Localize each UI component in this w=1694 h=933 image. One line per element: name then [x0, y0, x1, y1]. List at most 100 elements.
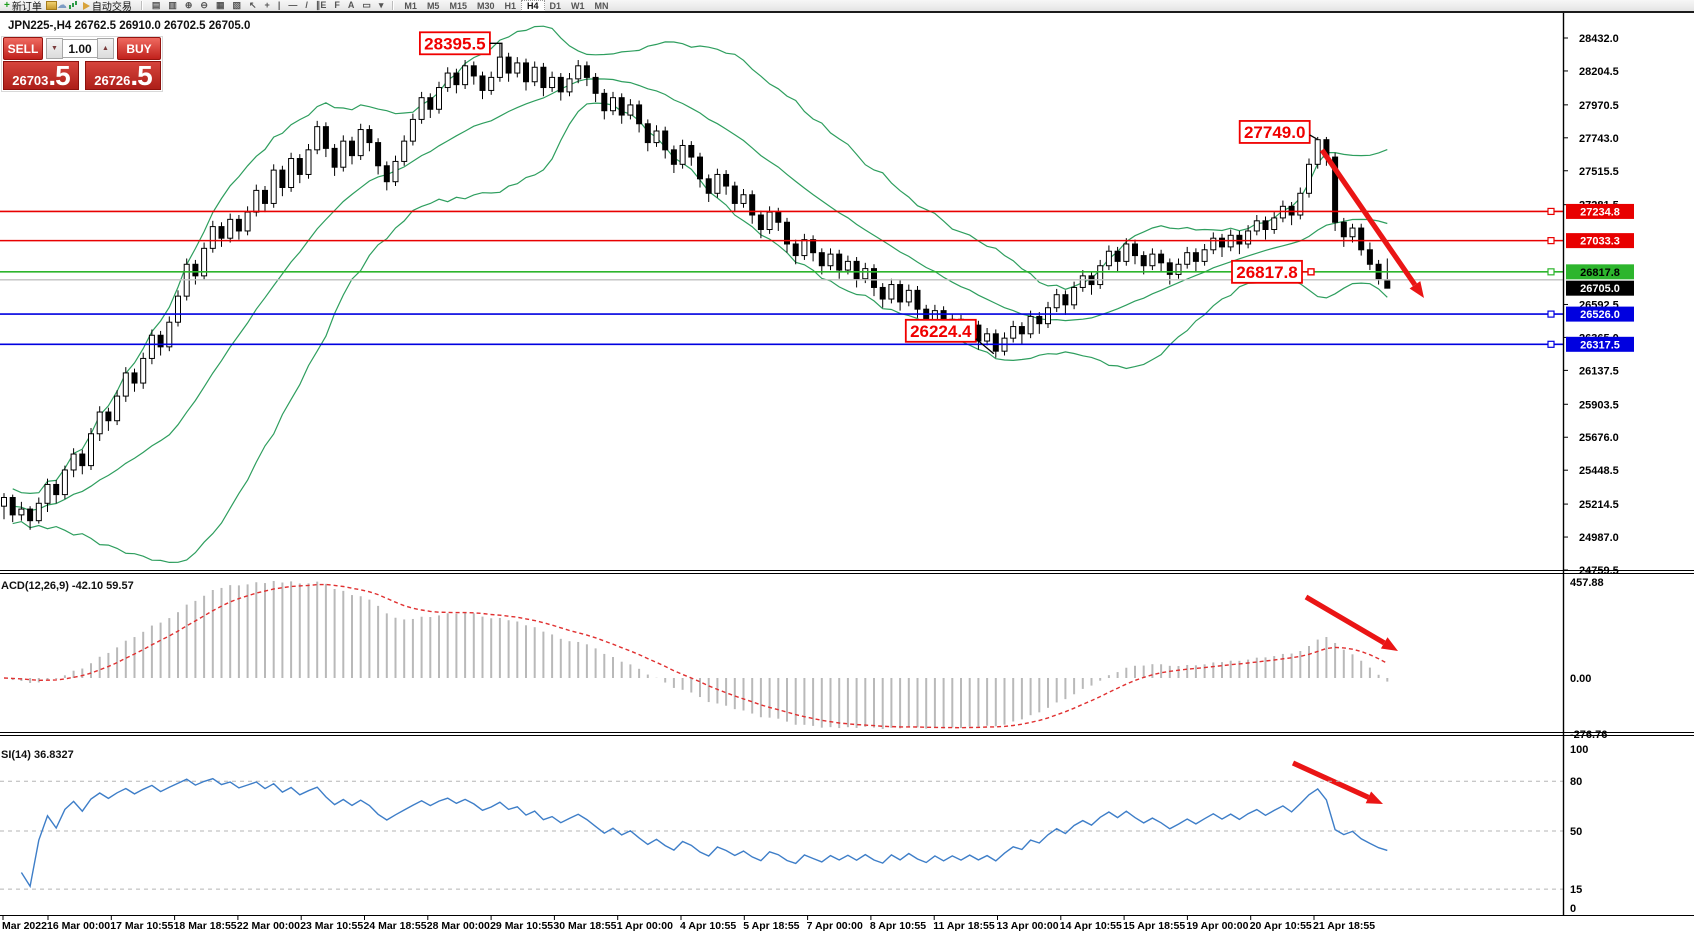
- svg-text:1 Apr 00:00: 1 Apr 00:00: [617, 920, 673, 932]
- svg-text:22 Mar 00:00: 22 Mar 00:00: [237, 920, 300, 932]
- toolbar-separator: [140, 1, 143, 10]
- svg-text:26317.5: 26317.5: [1580, 339, 1620, 351]
- megaphone-icon: [82, 1, 90, 10]
- svg-text:27970.5: 27970.5: [1579, 100, 1619, 112]
- svg-text:JPN225-,H4 26762.5 26910.0 26: JPN225-,H4 26762.5 26910.0 26702.5 26705…: [8, 20, 250, 32]
- chart-tools-group: ▤ ▥ ⊕ ⊖ ▦ ▧ ↖ + | — / ∥E F A ▭ ▾: [148, 0, 388, 11]
- svg-text:15: 15: [1570, 884, 1582, 896]
- svg-text:457.88: 457.88: [1570, 577, 1604, 589]
- chart-tool-icon[interactable]: —: [288, 0, 298, 10]
- svg-text:13 Apr 00:00: 13 Apr 00:00: [997, 920, 1059, 932]
- new-order-button[interactable]: + 新订单: [0, 0, 46, 13]
- timeframe-h1[interactable]: H1: [504, 0, 516, 11]
- sell-price-main: 26703: [12, 73, 49, 88]
- top-toolbar: + 新订单 ☁ 自动交易 ▤ ▥ ⊕ ⊖ ▦ ▧ ↖ + | — / ∥E F A ▭ ▾ M1 M5 M15 M3…: [0, 0, 1694, 13]
- toolbar-separator: [392, 1, 395, 10]
- chart-tool-icon[interactable]: ▭: [362, 0, 371, 10]
- svg-text:26705.0: 26705.0: [1580, 283, 1620, 295]
- svg-text:11 Apr 18:55: 11 Apr 18:55: [933, 920, 995, 932]
- timeframe-d1[interactable]: D1: [549, 0, 562, 11]
- chart-tool-icon[interactable]: ⊕: [184, 0, 193, 10]
- quote-prices-row: 26703 .5 26726 .5: [1, 60, 163, 92]
- svg-text:25448.5: 25448.5: [1579, 465, 1619, 477]
- volume-stepper: ▼ 1.00 ▲: [46, 38, 114, 59]
- svg-text:27515.5: 27515.5: [1579, 166, 1619, 178]
- svg-text:25903.5: 25903.5: [1579, 399, 1619, 411]
- svg-text:14 Apr 10:55: 14 Apr 10:55: [1060, 920, 1122, 932]
- svg-text:50: 50: [1570, 826, 1582, 838]
- svg-text:29 Mar 10:55: 29 Mar 10:55: [490, 920, 553, 932]
- price-gap: [80, 60, 84, 91]
- chart-tool-icon[interactable]: ▥: [168, 0, 177, 10]
- svg-text:0.00: 0.00: [1570, 673, 1591, 685]
- svg-text:26137.5: 26137.5: [1579, 365, 1619, 377]
- svg-text:19 Apr 00:00: 19 Apr 00:00: [1186, 920, 1248, 932]
- chart-tool-icon[interactable]: |: [277, 0, 281, 10]
- chart-tool-icon[interactable]: +: [264, 0, 270, 10]
- timeframe-h4[interactable]: H4: [521, 0, 545, 11]
- chart-tool-icon[interactable]: ↖: [249, 0, 257, 10]
- svg-text:28 Mar 00:00: 28 Mar 00:00: [427, 920, 490, 932]
- timeframe-m30[interactable]: M30: [476, 0, 495, 11]
- svg-text:27234.8: 27234.8: [1580, 206, 1620, 218]
- sell-button[interactable]: SELL: [3, 37, 43, 60]
- timeframe-m5[interactable]: M5: [426, 0, 440, 11]
- volume-down-button[interactable]: ▼: [46, 38, 63, 59]
- svg-text:Mar 2022: Mar 2022: [2, 920, 47, 932]
- svg-text:7 Apr 00:00: 7 Apr 00:00: [807, 920, 863, 932]
- buy-button[interactable]: BUY: [117, 37, 161, 60]
- svg-text:SI(14) 36.8327: SI(14) 36.8327: [1, 749, 74, 761]
- sell-price[interactable]: 26703 .5: [3, 61, 79, 90]
- svg-text:26224.4: 26224.4: [910, 322, 972, 341]
- autotrading-button[interactable]: 自动交易: [79, 0, 136, 13]
- chart-tool-icon[interactable]: ▧: [232, 0, 241, 10]
- chart-tool-icon[interactable]: ⊖: [200, 0, 208, 10]
- svg-text:26526.0: 26526.0: [1580, 309, 1620, 321]
- svg-text:21 Apr 18:55: 21 Apr 18:55: [1313, 920, 1375, 932]
- svg-text:25214.5: 25214.5: [1579, 499, 1619, 511]
- chart-tool-icon[interactable]: ▤: [151, 0, 161, 10]
- svg-text:28395.5: 28395.5: [424, 34, 485, 53]
- svg-text:5 Apr 18:55: 5 Apr 18:55: [743, 920, 799, 932]
- svg-text:0: 0: [1570, 903, 1576, 915]
- chart-tool-icon[interactable]: ∥E: [315, 0, 327, 10]
- svg-text:27743.0: 27743.0: [1579, 133, 1619, 145]
- svg-text:24987.0: 24987.0: [1579, 532, 1619, 544]
- timeframe-mn[interactable]: MN: [594, 0, 609, 11]
- chart-tool-icon[interactable]: F: [334, 0, 340, 10]
- svg-text:23 Mar 10:55: 23 Mar 10:55: [300, 920, 363, 932]
- chart-tool-icon[interactable]: /: [305, 0, 308, 10]
- timeframe-w1[interactable]: W1: [571, 0, 585, 11]
- svg-text:ACD(12,26,9) -42.10 59.57: ACD(12,26,9) -42.10 59.57: [1, 580, 134, 592]
- autotrading-label: 自动交易: [91, 2, 132, 13]
- svg-text:4 Apr 10:55: 4 Apr 10:55: [680, 920, 736, 932]
- svg-text:25676.0: 25676.0: [1579, 432, 1619, 444]
- chart-tool-icon[interactable]: ▾: [378, 0, 384, 10]
- buy-price[interactable]: 26726 .5: [85, 61, 161, 90]
- svg-text:15 Apr 18:55: 15 Apr 18:55: [1123, 920, 1185, 932]
- chart-tool-icon[interactable]: A: [347, 0, 355, 10]
- svg-text:8 Apr 10:55: 8 Apr 10:55: [870, 920, 926, 932]
- volume-up-button[interactable]: ▲: [97, 38, 114, 59]
- gold-icon[interactable]: [45, 1, 57, 10]
- plus-icon: +: [4, 0, 10, 11]
- svg-text:27033.3: 27033.3: [1580, 236, 1620, 248]
- new-order-label: 新订单: [11, 2, 42, 13]
- signal-icon[interactable]: [68, 5, 71, 9]
- buy-price-main: 26726: [94, 73, 131, 88]
- volume-field[interactable]: 1.00: [63, 39, 97, 58]
- timeframe-m15[interactable]: M15: [449, 0, 467, 11]
- cloud-icon[interactable]: ☁: [56, 0, 67, 11]
- svg-text:16 Mar 00:00: 16 Mar 00:00: [47, 920, 110, 932]
- svg-text:24 Mar 18:55: 24 Mar 18:55: [364, 920, 427, 932]
- timeframe-m1[interactable]: M1: [404, 0, 417, 11]
- chart-tool-icon[interactable]: ▦: [215, 0, 225, 10]
- svg-text:80: 80: [1570, 776, 1582, 788]
- svg-text:27749.0: 27749.0: [1244, 123, 1305, 142]
- svg-text:20 Apr 10:55: 20 Apr 10:55: [1250, 920, 1312, 932]
- svg-text:30 Mar 18:55: 30 Mar 18:55: [553, 920, 616, 932]
- one-click-trading-panel: SELL ▼ 1.00 ▲ BUY 26703 .5 26726 .5: [1, 36, 163, 92]
- svg-text:28432.0: 28432.0: [1579, 33, 1619, 45]
